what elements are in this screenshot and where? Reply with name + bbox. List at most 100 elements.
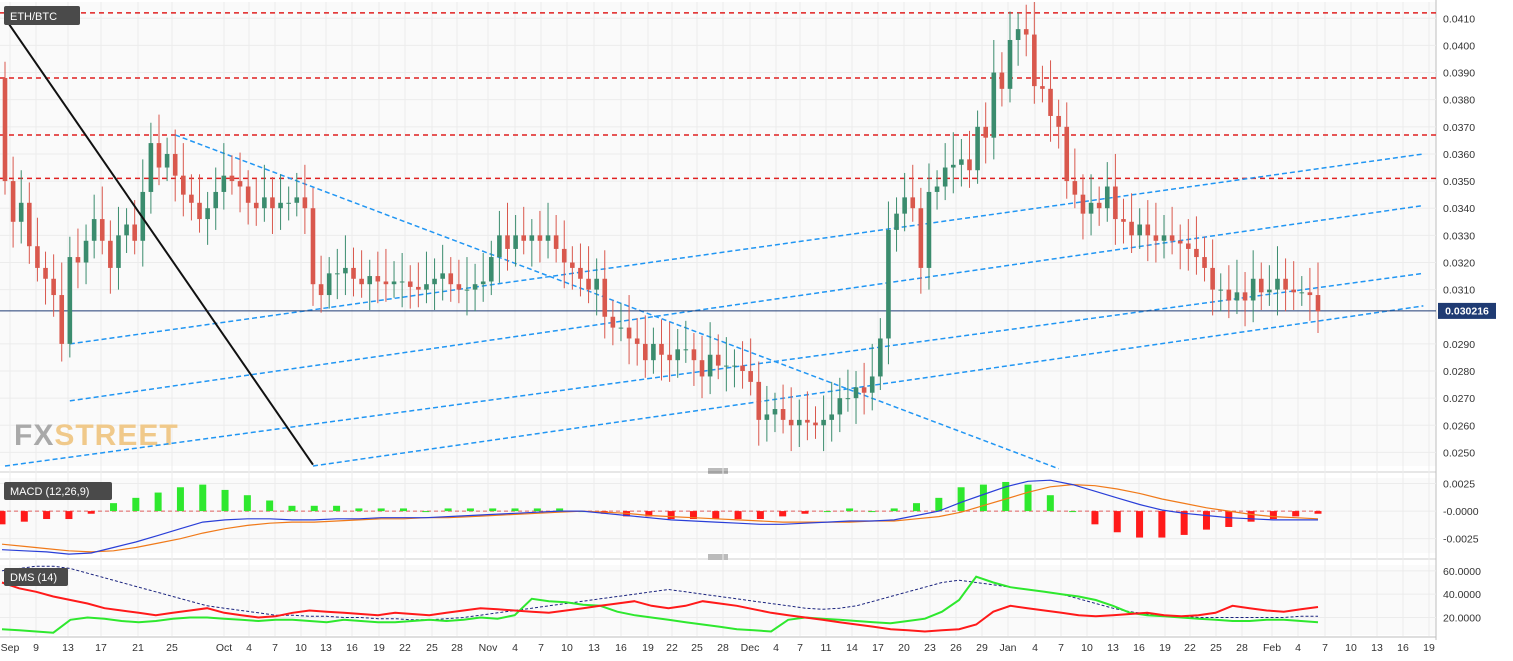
macd-histogram-bar (667, 511, 675, 520)
x-tick-label: 4 (512, 642, 518, 654)
candle-body (213, 191, 219, 209)
macd-histogram-bar (756, 511, 764, 520)
macd-histogram-bar (20, 511, 28, 522)
pane-resize-handle[interactable] (708, 554, 728, 560)
candle-body (1113, 186, 1118, 220)
candle-body (432, 278, 437, 285)
candle-body (472, 284, 478, 290)
macd-line (1, 479, 1318, 555)
dms-pane-label: DMS (14) (4, 568, 68, 586)
candle-body (561, 248, 567, 263)
candle-body (35, 246, 40, 268)
candle-body (2, 77, 8, 182)
candle-body (886, 229, 891, 339)
candle-body (351, 267, 356, 279)
candle-body (845, 398, 851, 400)
x-tick-label: 10 (295, 642, 307, 654)
macd-histogram-bar (221, 489, 229, 512)
candle-body (796, 419, 802, 426)
candle-body (497, 235, 502, 258)
candle-body (959, 159, 964, 165)
candle-body (513, 235, 518, 249)
candle-body (1291, 289, 1296, 293)
x-tick-label: 19 (373, 642, 385, 654)
candle-body (399, 281, 405, 283)
candle-body (659, 343, 664, 355)
candle-body (837, 398, 843, 415)
candle-body (602, 278, 608, 317)
candle-body (756, 381, 762, 420)
candle-body (942, 167, 948, 187)
candle-body (302, 197, 308, 209)
x-tick-label: 22 (666, 642, 678, 654)
candle-body (869, 376, 875, 393)
x-tick-label: 4 (246, 642, 252, 654)
macd-series (0, 479, 1436, 555)
candle-body (318, 284, 324, 296)
macd-histogram-bar (489, 508, 497, 512)
candle-body (1056, 115, 1061, 127)
channel-line (312, 305, 1424, 467)
candle-body (586, 278, 591, 290)
macd-histogram-bar (243, 495, 251, 512)
candle-body (788, 419, 794, 426)
candle-body (570, 262, 575, 268)
x-tick-label: 26 (950, 642, 962, 654)
candle-body (294, 197, 300, 203)
candle-body (780, 409, 786, 420)
x-tick-label: 22 (399, 642, 411, 654)
macd-histogram-bar (1113, 511, 1121, 533)
x-tick-label: 25 (1210, 642, 1222, 654)
candle-body (829, 414, 835, 420)
macd-histogram-bar (355, 508, 363, 512)
pane-resize-handle[interactable] (708, 468, 728, 474)
candle-body (424, 284, 429, 290)
macd-histogram-bar (310, 505, 318, 512)
candle-body (748, 371, 753, 382)
y-tick-label: 0.0350 (1443, 176, 1475, 188)
x-tick-label: 13 (1107, 642, 1119, 654)
macd-histogram-bar (444, 508, 452, 512)
x-tick-label: 4 (1032, 642, 1038, 654)
plus-di-line (1, 575, 1319, 634)
x-tick-label: 19 (1159, 642, 1171, 654)
x-tick-label: 21 (132, 642, 144, 654)
candle-body (10, 181, 16, 222)
candle-body (262, 197, 267, 209)
y-tick-label: 0.0270 (1443, 393, 1475, 405)
candle-body (537, 235, 543, 241)
x-tick-label: 23 (924, 642, 936, 654)
x-tick-label: 16 (1397, 642, 1409, 654)
candle-body (1072, 181, 1078, 195)
candle-body (772, 409, 778, 415)
macd-histogram-bar (154, 492, 162, 512)
macd-histogram-bar (935, 497, 943, 512)
macd-histogram-bar (43, 511, 51, 520)
svg-text:ETH/BTC: ETH/BTC (10, 11, 57, 23)
candle-body (99, 219, 105, 241)
candle-body (918, 208, 924, 268)
candle-body (642, 343, 648, 361)
x-tick-label: 7 (1322, 642, 1328, 654)
macd-histogram-bar (266, 500, 274, 512)
y-tick-label: 0.0410 (1443, 13, 1475, 25)
candle-body (594, 278, 599, 290)
macd-histogram-bar (466, 508, 474, 512)
candle-body (270, 197, 275, 209)
macd-histogram-bar (1180, 511, 1188, 535)
candle-body (67, 257, 73, 344)
candle-body (1299, 292, 1305, 294)
price-pane-label: ETH/BTC (4, 6, 80, 25)
candle-body (1040, 86, 1045, 89)
x-tick-label: 22 (1184, 642, 1196, 654)
candle-body (618, 327, 624, 329)
candle-body (732, 365, 737, 367)
candle-body (286, 202, 291, 204)
watermark: FXSTREET (14, 419, 179, 452)
candle-body (335, 273, 340, 275)
candle-body (1283, 278, 1288, 290)
candle-body (181, 175, 186, 195)
candle-body (805, 419, 810, 423)
candle-body (926, 191, 932, 268)
